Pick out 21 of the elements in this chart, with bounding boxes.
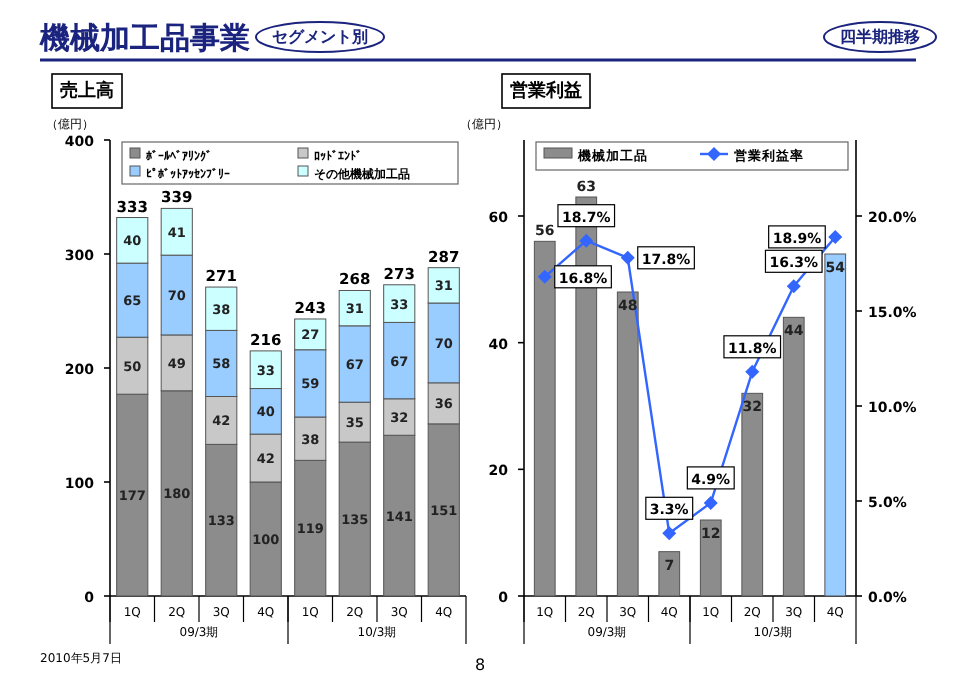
- bar: [616, 291, 639, 597]
- bar: [782, 316, 805, 597]
- bar: [699, 519, 722, 597]
- point: [537, 269, 552, 284]
- bar: [741, 392, 764, 597]
- point: [662, 526, 677, 541]
- text: 8: [474, 656, 486, 674]
- text: 機械加工品事業: [38, 20, 250, 56]
- bar: [533, 240, 556, 597]
- bar: [658, 551, 681, 597]
- text: セグメント別: [272, 28, 368, 46]
- text: 四半期推移: [840, 28, 920, 46]
- point: [579, 233, 594, 248]
- point: [828, 229, 843, 244]
- point: [703, 495, 718, 510]
- bar: [824, 253, 847, 597]
- point: [786, 279, 801, 294]
- point: [745, 364, 760, 379]
- chart-title: 売上高: [60, 80, 114, 102]
- point: [620, 250, 635, 265]
- chart-title: 営業利益: [510, 80, 582, 102]
